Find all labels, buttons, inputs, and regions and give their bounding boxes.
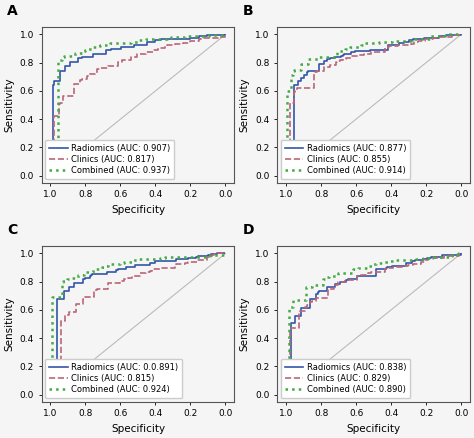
Y-axis label: Sensitivity: Sensitivity xyxy=(4,297,14,351)
X-axis label: Specificity: Specificity xyxy=(346,424,401,434)
Legend: Radiomics (AUC: 0.838), Clinics (AUC: 0.829), Combined (AUC: 0.890): Radiomics (AUC: 0.838), Clinics (AUC: 0.… xyxy=(281,359,410,398)
Legend: Radiomics (AUC: 0.907), Clinics (AUC: 0.817), Combined (AUC: 0.937): Radiomics (AUC: 0.907), Clinics (AUC: 0.… xyxy=(45,140,174,179)
Text: C: C xyxy=(7,223,18,237)
Y-axis label: Sensitivity: Sensitivity xyxy=(240,297,250,351)
Legend: Radiomics (AUC: 0.877), Clinics (AUC: 0.855), Combined (AUC: 0.914): Radiomics (AUC: 0.877), Clinics (AUC: 0.… xyxy=(281,140,410,179)
X-axis label: Specificity: Specificity xyxy=(111,205,165,215)
Text: B: B xyxy=(243,4,253,18)
Y-axis label: Sensitivity: Sensitivity xyxy=(4,78,14,132)
Text: A: A xyxy=(7,4,18,18)
Text: D: D xyxy=(243,223,254,237)
Legend: Radiomics (AUC: 0.0.891), Clinics (AUC: 0.815), Combined (AUC: 0.924): Radiomics (AUC: 0.0.891), Clinics (AUC: … xyxy=(45,359,182,398)
X-axis label: Specificity: Specificity xyxy=(346,205,401,215)
X-axis label: Specificity: Specificity xyxy=(111,424,165,434)
Y-axis label: Sensitivity: Sensitivity xyxy=(240,78,250,132)
